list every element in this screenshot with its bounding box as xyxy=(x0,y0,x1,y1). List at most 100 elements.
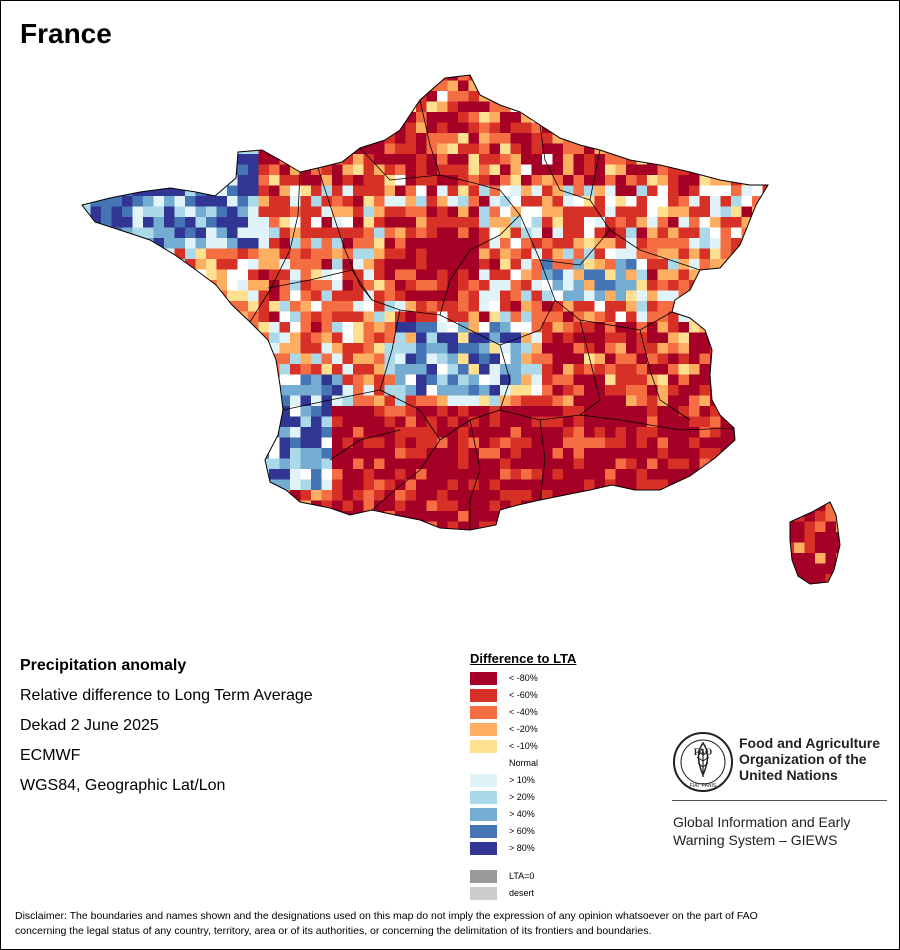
grid-cell xyxy=(489,511,501,522)
grid-cell xyxy=(510,374,522,386)
grid-cell xyxy=(416,521,427,533)
grid-cell xyxy=(752,343,763,354)
grid-cell xyxy=(416,80,427,92)
grid-cell xyxy=(584,511,595,522)
grid-cell xyxy=(405,206,417,218)
grid-cell xyxy=(143,196,154,207)
grid-cell xyxy=(636,101,648,113)
legend-label: > 10% xyxy=(509,775,535,785)
grid-cell xyxy=(279,206,291,218)
grid-cell xyxy=(185,574,196,584)
grid-cell xyxy=(290,238,301,249)
grid-cell xyxy=(573,437,585,449)
grid-cell xyxy=(300,301,312,312)
grid-cell xyxy=(847,469,858,480)
grid-cell xyxy=(710,290,721,302)
grid-cell xyxy=(783,112,795,123)
grid-cell xyxy=(132,175,144,186)
grid-cell xyxy=(731,332,742,344)
grid-cell xyxy=(468,112,480,123)
grid-cell xyxy=(111,458,123,470)
grid-cell xyxy=(164,112,175,123)
grid-cell xyxy=(752,154,763,165)
grid-cell xyxy=(174,143,186,155)
grid-cell xyxy=(815,259,826,270)
grid-cell xyxy=(153,542,165,554)
grid-cell xyxy=(741,217,753,228)
grid-cell xyxy=(626,112,637,123)
grid-cell xyxy=(783,406,795,417)
grid-cell xyxy=(794,479,805,491)
grid-cell xyxy=(374,112,385,123)
grid-cell xyxy=(206,364,217,375)
grid-cell xyxy=(762,416,774,428)
grid-cell xyxy=(741,479,753,491)
grid-cell xyxy=(174,511,186,522)
grid-cell xyxy=(363,206,375,218)
grid-cell xyxy=(279,122,291,134)
grid-cell xyxy=(720,301,732,312)
grid-cell xyxy=(342,185,354,197)
grid-cell xyxy=(321,175,333,186)
grid-cell xyxy=(584,80,595,92)
grid-cell xyxy=(594,80,606,92)
grid-cell xyxy=(847,154,858,165)
grid-cell xyxy=(216,248,228,260)
grid-cell xyxy=(563,101,574,113)
grid-cell xyxy=(290,416,301,428)
grid-cell xyxy=(468,311,480,323)
grid-cell xyxy=(720,374,732,386)
grid-cell xyxy=(395,553,406,564)
grid-cell xyxy=(825,112,837,123)
grid-cell xyxy=(300,448,312,459)
grid-cell xyxy=(825,217,837,228)
grid-cell xyxy=(426,553,438,564)
grid-cell xyxy=(290,542,301,554)
grid-cell xyxy=(689,206,700,218)
grid-cell xyxy=(720,521,732,533)
grid-cell xyxy=(248,259,259,270)
grid-cell xyxy=(762,75,774,81)
grid-cell xyxy=(395,427,406,438)
grid-cell xyxy=(384,448,396,459)
grid-cell xyxy=(836,490,840,501)
grid-cell xyxy=(500,75,511,81)
grid-cell xyxy=(122,574,133,584)
grid-cell xyxy=(216,511,228,522)
grid-cell xyxy=(363,469,375,480)
grid-cell xyxy=(626,206,637,218)
grid-cell xyxy=(594,437,606,449)
grid-cell xyxy=(752,259,763,270)
grid-cell xyxy=(227,332,238,344)
grid-cell xyxy=(384,112,396,123)
grid-cell xyxy=(300,395,312,407)
grid-cell xyxy=(489,238,501,249)
grid-cell xyxy=(216,196,228,207)
grid-cell xyxy=(552,75,564,81)
grid-cell xyxy=(815,532,826,543)
grid-cell xyxy=(279,374,291,386)
grid-cell xyxy=(185,206,196,218)
grid-cell xyxy=(279,448,291,459)
grid-cell xyxy=(416,542,427,554)
grid-cell xyxy=(195,490,207,501)
grid-cell xyxy=(689,585,700,596)
grid-cell xyxy=(521,248,532,260)
grid-cell xyxy=(804,175,816,186)
grid-cell xyxy=(405,143,417,155)
grid-cell xyxy=(164,154,175,165)
grid-cell xyxy=(500,269,511,281)
grid-cell xyxy=(479,311,490,323)
grid-cell xyxy=(668,511,679,522)
grid-cell xyxy=(605,469,616,480)
grid-cell xyxy=(342,416,354,428)
grid-cell xyxy=(521,532,532,543)
grid-cell xyxy=(258,75,270,81)
grid-cell xyxy=(783,448,795,459)
grid-cell xyxy=(122,395,133,407)
grid-cell xyxy=(510,143,522,155)
grid-cell xyxy=(216,364,228,375)
grid-cell xyxy=(132,542,144,554)
grid-cell xyxy=(342,75,354,81)
grid-cell xyxy=(783,469,795,480)
